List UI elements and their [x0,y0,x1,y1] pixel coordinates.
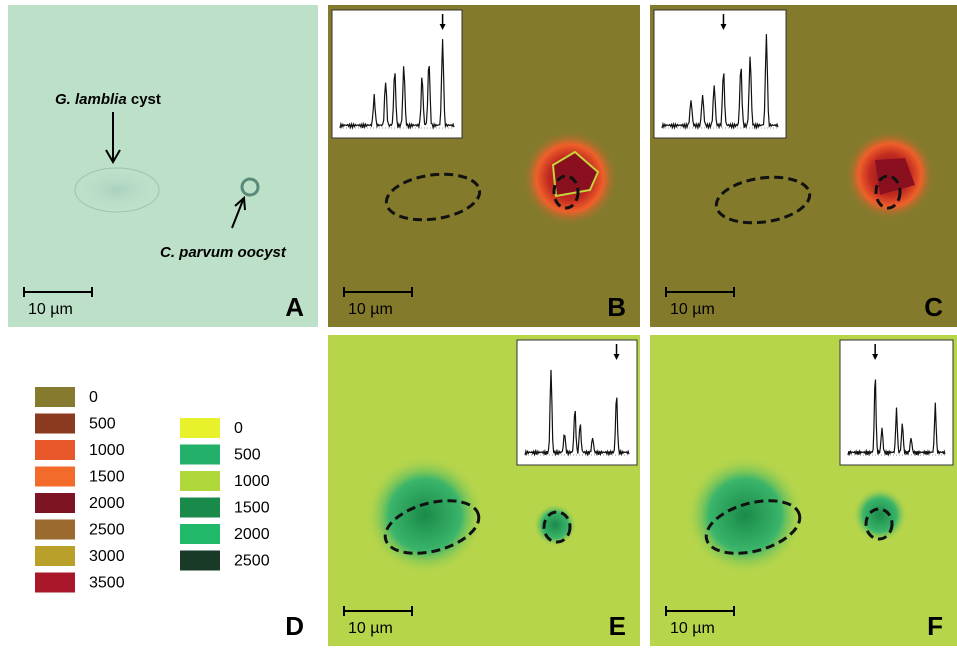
legend-value: 500 [234,447,261,464]
oocyst [240,177,260,197]
species: G. lamblia [55,91,127,108]
panel-label: B [607,292,626,322]
panel-label: D [285,611,304,641]
legend-value: 2000 [89,495,125,512]
spectrum [847,379,946,457]
legend-value: 1000 [89,442,125,459]
scale-label: 10 µm [28,301,73,318]
cyst [74,167,160,213]
panel-a [8,5,318,327]
annotation: C. parvum oocyst [160,244,287,261]
swatch [180,444,220,465]
legend-value: 1500 [234,500,270,517]
coldspot [852,487,908,543]
arrow-head [872,354,879,360]
swatch [35,387,75,407]
hotspot-core [875,158,915,195]
outline [383,499,481,555]
scale-label: 10 µm [670,620,715,637]
swatch [35,519,75,540]
spectrum [339,39,455,130]
coldspot [533,503,577,547]
swatch [35,440,75,460]
legend-value: 1500 [89,469,125,486]
panel-label: C [924,292,943,322]
legend-value: 2500 [89,522,125,539]
swatch [35,493,75,513]
swatch [180,524,220,544]
legend-value: 3500 [89,575,125,592]
outline [714,175,812,225]
legend-value: 0 [89,389,98,406]
swatch [35,466,75,487]
legend-value: 500 [89,416,116,433]
legend-value: 2000 [234,526,270,543]
arrow-head [105,149,121,164]
inset [653,9,787,139]
legend-value: 1000 [234,473,270,490]
spectrum [661,34,779,131]
coldspot [365,455,485,575]
legend-value: 0 [234,420,243,437]
scale-label: 10 µm [348,620,393,637]
legend-value: 3000 [89,548,125,565]
coldspot [685,455,805,575]
outline [704,499,802,555]
stage: cyst [131,91,161,108]
arrow-head [234,195,246,211]
swatch [35,413,75,434]
annotation: G. lamblia cyst [55,91,161,108]
swatch [35,546,75,566]
stage: oocyst [238,244,287,261]
swatch [180,550,220,571]
outline [384,172,482,222]
arrow-head [720,24,727,30]
outline [542,510,572,544]
outline [874,174,902,210]
panel-label: F [927,611,943,641]
arrow [231,199,244,229]
panel-label: E [609,611,626,641]
inset [839,339,954,466]
spectrum [524,369,630,457]
scale-label: 10 µm [670,301,715,318]
species: C. parvum [160,244,233,261]
arrow-head [439,24,446,30]
scale-label: 10 µm [348,301,393,318]
swatch [35,572,75,593]
swatch [180,497,220,518]
outline [552,174,580,210]
swatch [180,471,220,491]
legend-value: 2500 [234,553,270,570]
panel-label: A [285,292,304,322]
swatch [180,418,220,438]
outline [864,507,894,541]
arrow-head [613,354,620,360]
